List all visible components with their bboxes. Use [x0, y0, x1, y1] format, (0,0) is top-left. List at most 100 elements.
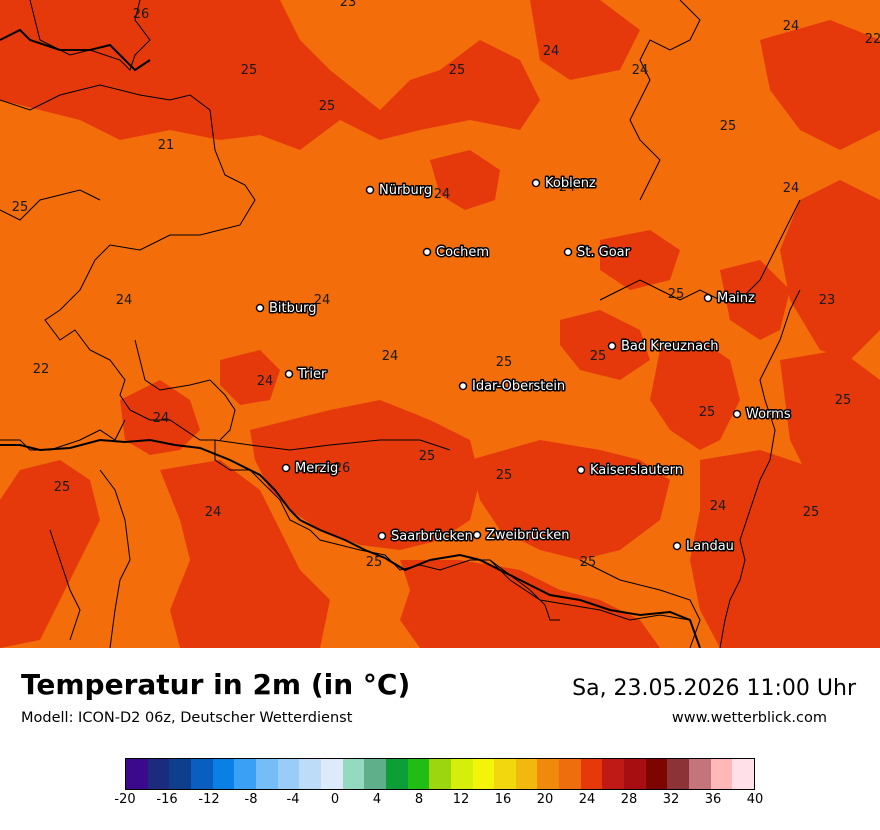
city-dot — [472, 530, 482, 540]
website-link[interactable]: www.wetterblick.com — [671, 710, 827, 726]
temperature-value: 24 — [382, 349, 399, 364]
temperature-value: 24 — [559, 180, 576, 195]
color-scale-cell — [559, 759, 581, 789]
color-scale-tick: 0 — [330, 792, 340, 807]
color-scale-tick: 20 — [536, 792, 554, 807]
color-scale-cell — [732, 759, 755, 789]
city-dot — [732, 409, 742, 419]
color-scale-cell — [342, 759, 365, 789]
temperature-value: 25 — [496, 355, 513, 370]
color-scale-cell — [450, 759, 473, 789]
city-dot — [281, 463, 291, 473]
color-scale-cell — [126, 759, 148, 789]
temperature-map[interactable]: 26 23 25 25 24 22 25 24 25 21 24 25 24 24 24 24 24 25 23 22… — [0, 0, 880, 648]
temperature-value: 24 — [632, 63, 649, 78]
color-scale-cell — [255, 759, 278, 789]
color-scale-tick: -12 — [198, 792, 220, 807]
color-scale-tick: -20 — [114, 792, 136, 807]
temperature-value: 25 — [835, 393, 852, 408]
temperature-value: 25 — [699, 405, 716, 420]
temperature-value: 23 — [340, 0, 357, 10]
temperature-value: 21 — [158, 138, 175, 153]
color-scale-cell — [689, 759, 711, 789]
temperature-value: 24 — [314, 293, 331, 308]
temperature-value: 25 — [496, 468, 513, 483]
temperature-value: 25 — [241, 63, 258, 78]
city-dot — [422, 247, 432, 257]
color-scale-tick: 12 — [452, 792, 470, 807]
city-label: Idar-Oberstein — [472, 379, 565, 394]
color-scale-cell — [234, 759, 256, 789]
color-scale-cell — [364, 759, 386, 789]
temperature-value: 24 — [543, 44, 560, 59]
temperature-value: 25 — [668, 287, 685, 302]
temperature-value: 26 — [334, 461, 351, 476]
city-label: Mainz — [717, 291, 755, 306]
temperature-value: 24 — [205, 505, 222, 520]
temperature-value: 24 — [153, 411, 170, 426]
color-scale-cell — [429, 759, 451, 789]
city-dot — [255, 303, 265, 313]
color-scale-cell — [537, 759, 560, 789]
city-label: Nürburg — [379, 183, 432, 198]
color-scale-cell — [710, 759, 733, 789]
color-scale-cell — [407, 759, 430, 789]
color-scale-cell — [494, 759, 516, 789]
temperature-value: 26 — [133, 7, 150, 22]
city-dot — [563, 247, 573, 257]
color-scale-ticks: -20 -16 -12 -8 -4 0 4 8 12 16 20 24 28 32 36 40 — [114, 792, 763, 812]
warm-regions — [0, 0, 880, 648]
color-scale-cell — [385, 759, 408, 789]
city-label: Zweibrücken — [486, 528, 569, 543]
color-scale-cell — [277, 759, 300, 789]
city-label: Bitburg — [269, 301, 317, 316]
color-scale-tick: -4 — [286, 792, 300, 807]
city-label: Merzig — [295, 461, 338, 476]
color-scale-tick: 28 — [620, 792, 638, 807]
city-label: Trier — [297, 367, 327, 382]
temperature-value: 24 — [116, 293, 133, 308]
temperature-value: 23 — [819, 293, 836, 308]
temperature-value: 24 — [434, 187, 451, 202]
city-label: Kaiserslautern — [590, 463, 683, 478]
temperature-value: 25 — [803, 505, 820, 520]
city-dot — [458, 381, 468, 391]
temperature-value: 25 — [580, 555, 597, 570]
temperature-value: 22 — [33, 362, 50, 377]
map-title: Temperatur in 2m (in °C) — [21, 668, 411, 701]
temperature-value: 25 — [366, 555, 383, 570]
color-scale-cell — [645, 759, 668, 789]
color-scale-cell — [147, 759, 170, 789]
color-scale-tick: 40 — [746, 792, 764, 807]
city-dot — [672, 541, 682, 551]
city-label: Landau — [686, 539, 734, 554]
temperature-value: 25 — [449, 63, 466, 78]
temperature-value: 25 — [12, 200, 29, 215]
color-scale-cell — [472, 759, 495, 789]
city-label: Bad Kreuznach — [621, 339, 719, 354]
temperature-value: 25 — [720, 119, 737, 134]
color-scale-tick: -8 — [244, 792, 258, 807]
temperature-value: 22 — [865, 32, 880, 47]
city-dot — [365, 185, 375, 195]
isotherm-labels: 26 23 25 25 24 22 25 24 25 21 24 25 24 24 24 24 24 25 23 22… — [12, 0, 880, 570]
city-dot — [576, 465, 586, 475]
color-scale-cell — [212, 759, 235, 789]
color-scale-cell — [667, 759, 690, 789]
city-label: Worms — [746, 407, 791, 422]
temperature-value: 25 — [54, 480, 71, 495]
city-dot — [703, 293, 713, 303]
city-dot — [377, 531, 387, 541]
color-scale-cell — [515, 759, 538, 789]
temperature-value: 25 — [319, 99, 336, 114]
color-scale-cell — [602, 759, 625, 789]
city-dot — [284, 369, 294, 379]
color-scale-tick: 16 — [494, 792, 512, 807]
temperature-value: 24 — [257, 374, 274, 389]
color-scale-cell — [624, 759, 646, 789]
color-scale-tick: 4 — [372, 792, 382, 807]
city-label: Cochem — [436, 245, 489, 260]
color-scale — [125, 758, 755, 790]
color-scale-cell — [169, 759, 191, 789]
color-scale-tick: 8 — [414, 792, 424, 807]
